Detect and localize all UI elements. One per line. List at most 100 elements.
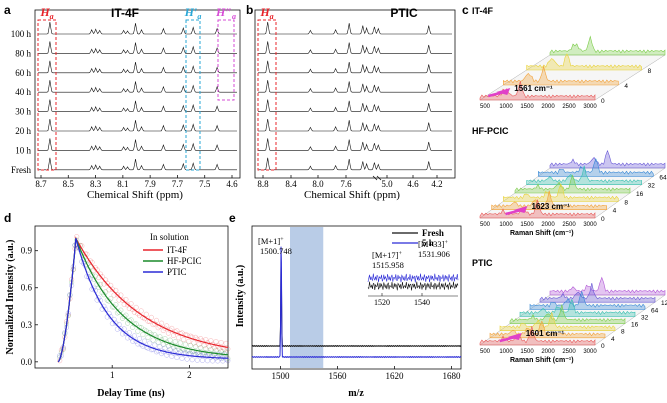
panel-c-spectrum-6 [549, 149, 666, 169]
panel-b-trace-2 [258, 60, 452, 74]
panel-a-row-label: 60 h [15, 68, 31, 78]
panel-d-decay: 1 2 0.0 0.3 0.6 0.9 In solution IT-4FHF-PCICPT… [5, 225, 231, 399]
panel-d-point-IT-4F [138, 308, 144, 314]
panel-d-point-HF-PCIC [203, 346, 209, 352]
panel-d-point-HF-PCIC [164, 339, 170, 345]
panel-letter-b: b [246, 3, 253, 17]
panel-d-point-IT-4F [153, 317, 160, 323]
panel-c-xtick-label: 2000 [541, 104, 555, 110]
panel-d-point-HF-PCIC [187, 342, 194, 349]
panel-c-xtick-label: 2500 [562, 349, 576, 355]
panel-d-point-PTIC [203, 353, 209, 359]
panel-e-annotation-ion: [M+17]+ [372, 250, 403, 260]
panel-d-point-HF-PCIC [111, 304, 117, 310]
panel-b-xtick-label: 4.6 [407, 179, 419, 189]
panel-a-row-label: 30 h [15, 107, 31, 117]
panel-d-point-PTIC [152, 342, 158, 348]
panel-d-point-HF-PCIC [140, 332, 146, 338]
panel-e-annotation-ion: [M+33]+ [418, 239, 449, 249]
panel-d-point-IT-4F [223, 340, 229, 346]
panel-c-xlabel: Raman Shift (cm⁻¹) [510, 230, 574, 237]
panel-a-trace-0 [38, 21, 237, 35]
panel-b-xlabel: Chemical Shift (ppm) [304, 189, 400, 201]
panel-a-xtick-label: 8.1 [117, 179, 128, 189]
panel-c-aging-tick: 0 [601, 343, 605, 350]
panel-d-point-PTIC [186, 351, 192, 357]
panel-a-xlabel: Chemical Shift (ppm) [87, 189, 183, 201]
panel-a-xtick-label: 7.5 [199, 179, 211, 189]
panel-a-marker-label-2: H″a [215, 5, 236, 21]
panel-d-point-PTIC [131, 333, 137, 339]
panel-e-inset-tick-label: 1520 [374, 298, 390, 307]
panel-d-point-IT-4F [189, 334, 195, 340]
panel-letter-e: e [229, 211, 236, 225]
panel-c-aging-tick: 16 [631, 322, 639, 329]
panel-c-xtick-label: 500 [480, 349, 491, 355]
panel-a-row-label: Fresh [11, 165, 31, 175]
panel-d-point-IT-4F [201, 343, 207, 349]
panel-d-point-IT-4F [167, 327, 173, 333]
panel-letter-a: a [4, 3, 11, 17]
panel-c-xlabel: Raman Shift (cm⁻¹) [510, 357, 574, 364]
panel-d-ytick-label: 0.9 [21, 246, 33, 256]
panel-c-arrow-icon [487, 89, 509, 98]
panel-a-xtick-label: 8.5 [63, 179, 75, 189]
panel-c-xtick-label: 1500 [520, 349, 534, 355]
panel-c-spectrum-3 [549, 35, 666, 56]
panel-e-frame [251, 225, 462, 370]
panel-b-trace-3 [258, 80, 452, 93]
panel-d-point-IT-4F [106, 287, 112, 293]
panel-d-point-IT-4F [159, 320, 165, 326]
panel-e-inset-trace [367, 273, 459, 283]
panel-c-xtick-label: 2500 [562, 222, 576, 228]
panel-d-ytick-label: 0.0 [21, 357, 33, 367]
panel-b-trace-7 [258, 157, 452, 171]
panel-d-point-HF-PCIC [155, 339, 161, 345]
panel-d-ytick-label: 0.3 [21, 320, 33, 330]
panel-d-point-HF-PCIC [191, 348, 197, 354]
panel-d-point-IT-4F [82, 250, 88, 257]
panel-d-point-IT-4F [186, 338, 192, 344]
panel-a-marker-label-0: Ha [39, 5, 53, 21]
panel-c-raman: IT-4F1684050010001500200025003000Aging t… [472, 6, 667, 364]
panel-b-title: PTIC [390, 6, 418, 20]
panel-e-xtick-label: 1500 [272, 371, 291, 381]
panel-c-arrow-icon [505, 207, 526, 216]
panel-a-xtick-label: 4.6 [226, 179, 238, 189]
panel-d-point-HF-PCIC [106, 298, 112, 304]
panel-d-point-PTIC [181, 351, 187, 357]
panel-c-spectrum-4 [519, 298, 636, 317]
panel-c-xtick-label: 1000 [499, 222, 513, 228]
panel-c-aging-tick: 8 [648, 68, 652, 75]
panel-a-xtick-label: 7.7 [172, 179, 184, 189]
panel-a-row-label: 100 h [11, 29, 32, 39]
panel-c-aging-tick: 16 [636, 191, 644, 198]
panel-a-trace-5 [38, 118, 237, 132]
panel-d-point-IT-4F [118, 292, 124, 298]
panel-d-point-HF-PCIC [119, 315, 126, 321]
panel-c-spectrum-0 [479, 198, 596, 219]
panel-b-xtick-label: 7.6 [340, 179, 352, 189]
panel-e-xtick-label: 1680 [443, 371, 462, 381]
panel-d-point-IT-4F [143, 311, 149, 317]
panel-d-point-PTIC [150, 347, 156, 353]
panel-e-annotation-mz: 1531.906 [418, 249, 450, 259]
panel-d-point-PTIC [119, 331, 126, 337]
panel-d-point-IT-4F [181, 337, 187, 343]
panel-b-marker-box [257, 19, 277, 171]
panel-d-point-HF-PCIC [184, 347, 190, 353]
panel-d-point-PTIC [108, 314, 114, 320]
panel-c-xtick-label: 1000 [499, 104, 513, 110]
panel-d-point-PTIC [136, 336, 143, 342]
panel-d-point-PTIC [121, 326, 127, 332]
panel-a-trace-2 [38, 60, 237, 74]
panel-d-point-HF-PCIC [84, 262, 90, 268]
panel-d-point-IT-4F [111, 292, 117, 298]
panel-d-point-IT-4F [176, 335, 182, 341]
panel-d-point-PTIC [204, 358, 211, 364]
panel-d-point-PTIC [118, 326, 124, 332]
panel-c-aging-tick: 32 [641, 314, 649, 321]
panel-e-inset-tick-label: 1540 [414, 298, 430, 307]
panel-d-point-IT-4F [128, 301, 134, 307]
panel-d-point-PTIC [125, 335, 131, 341]
